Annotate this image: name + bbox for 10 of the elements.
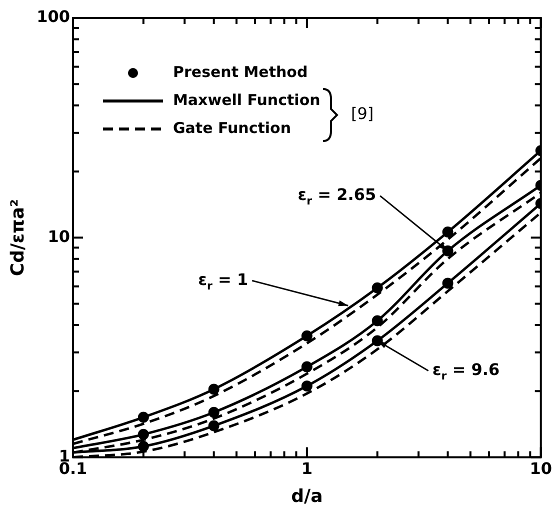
legend-label: Present Method [173, 62, 308, 81]
y-tick-label: 10 [48, 226, 70, 246]
x-tick-label: 10 [530, 458, 552, 478]
y-axis-title: Cd/επa² [7, 199, 28, 276]
x-axis-title: d/a [291, 486, 323, 507]
y-tick-label: 100 [36, 7, 70, 26]
annotation: [9] [351, 104, 374, 124]
legend-label: Gate Function [173, 118, 292, 137]
x-tick-label: 1 [301, 458, 313, 478]
legend-label: Maxwell Function [173, 90, 320, 109]
